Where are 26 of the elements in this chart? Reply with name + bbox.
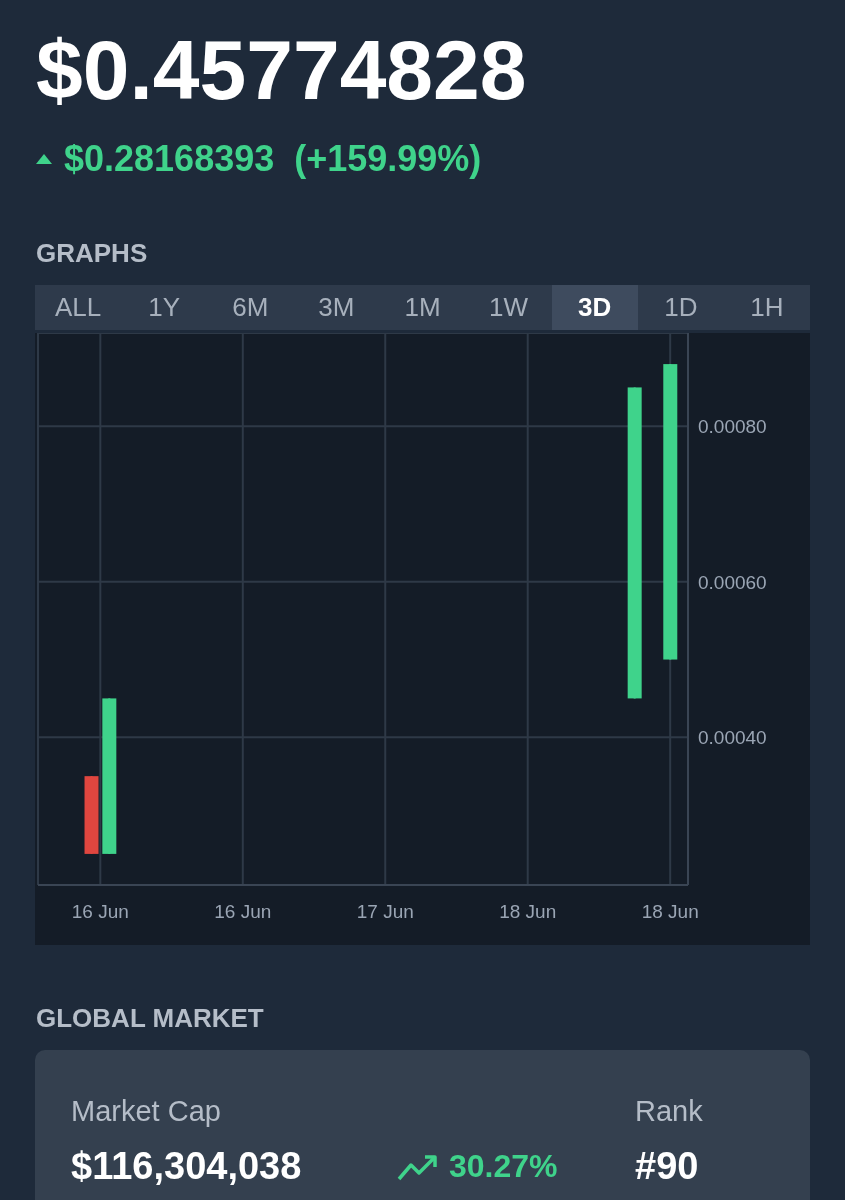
text: 6M [231,291,270,324]
text: GRAPHS [36,238,148,269]
text: Market Cap [71,1095,221,1128]
chart-subtitle: $0.28168393 (+159.99%) [64,138,482,180]
text: ALL [53,291,103,324]
text: $116,304,038 [71,1145,302,1188]
text: #90 [635,1145,699,1188]
y-tick-label: 0.00040 [698,727,767,749]
text: 1H [749,291,785,324]
x-tick-label: 17 Jun [356,901,414,923]
x-tick-label: 16 Jun [214,901,272,923]
text: Rank [635,1095,703,1128]
y-tick-label: 0.00080 [698,416,767,438]
x-tick-label: 18 Jun [499,901,557,923]
text: 1M [403,291,442,324]
text: 3M [317,291,356,324]
text: 30.27% [449,1148,558,1185]
text: 1W [488,291,530,324]
y-tick-label: 0.00060 [698,571,767,593]
chart-title: $0.45774828 [36,23,527,117]
text: GLOBAL MARKET [36,1003,264,1034]
text: 1Y [147,291,182,324]
x-tick-label: 18 Jun [641,901,699,923]
text: 3D [551,285,638,330]
x-tick-label: 16 Jun [71,901,129,923]
text: 1D [663,291,699,324]
